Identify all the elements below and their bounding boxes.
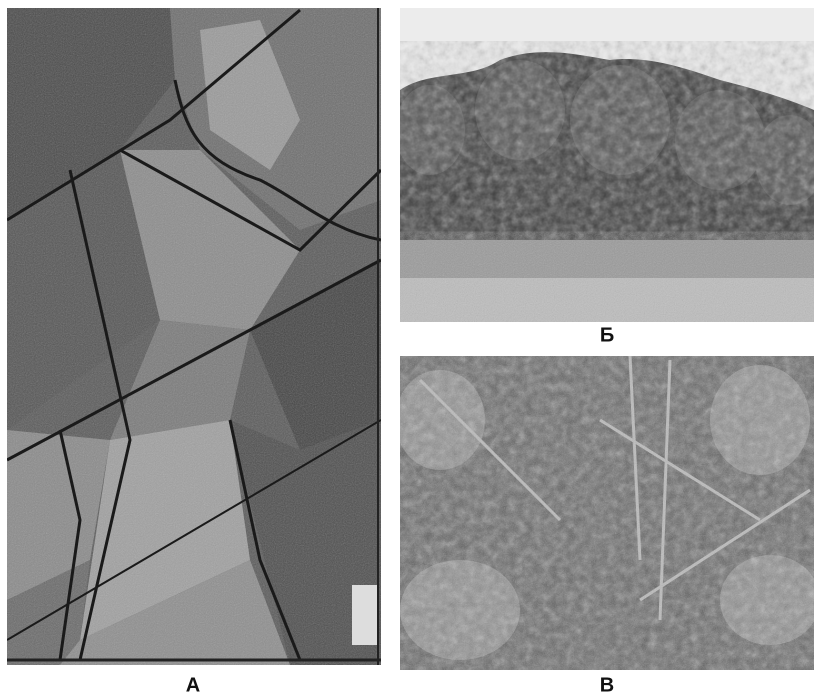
aerial-photo [7, 8, 381, 665]
panel-label: В [600, 674, 614, 694]
panel-label: А [186, 674, 200, 694]
figure: А Б [0, 0, 814, 694]
forest-photo [395, 8, 814, 322]
panel-label: Б [600, 324, 614, 346]
undergrowth-photo [395, 356, 814, 670]
